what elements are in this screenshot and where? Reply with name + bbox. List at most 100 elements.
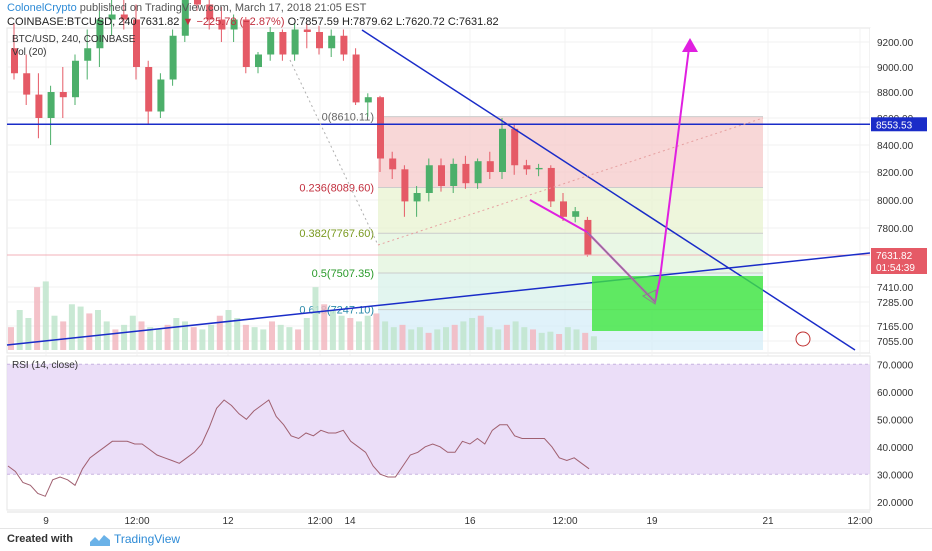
fib-label-1: 0.236(8089.60) [299, 182, 374, 194]
volume-bar-40 [356, 321, 362, 350]
tradingview-link[interactable]: TradingView [90, 532, 180, 546]
candle-body-35 [438, 165, 445, 186]
volume-bar-7 [68, 304, 75, 350]
candle-body-22 [279, 32, 287, 55]
volume-bar-32 [286, 327, 293, 350]
price-tick-8: 7410.00 [877, 283, 914, 294]
volume-bar-26 [234, 318, 241, 350]
volume-bar-63 [556, 334, 563, 350]
publish-text: published on TradingView.com, March 17, … [79, 2, 367, 14]
candle-body-44 [547, 167, 555, 202]
volume-bar-3 [34, 287, 41, 350]
candle-body-36 [450, 163, 458, 186]
candle-body-1 [23, 73, 31, 95]
fib-label-3: 0.5(7507.35) [312, 268, 374, 280]
volume-bar-45 [399, 324, 406, 350]
volume-bar-8 [77, 306, 84, 350]
volume-bar-39 [347, 318, 354, 350]
tradingview-brand: TradingView [114, 532, 181, 546]
price-axis-bg [870, 28, 932, 353]
price-tick-4: 8400.00 [877, 141, 914, 152]
candle-body-9 [120, 14, 128, 20]
candle-body-11 [145, 67, 153, 112]
candle-body-38 [474, 161, 482, 184]
candle-body-17 [218, 19, 226, 30]
time-tick-5: 16 [464, 516, 476, 527]
rsi-tick-0: 70.0000 [877, 360, 914, 371]
candle-body-16 [206, 4, 214, 20]
hline-badge [871, 117, 927, 132]
volume-bar-36 [321, 304, 328, 350]
author-link[interactable]: ColonelCrypto [7, 2, 77, 14]
volume-label[interactable]: Vol (20) [12, 47, 47, 58]
rsi-band [7, 364, 870, 475]
volume-bar-10 [95, 310, 101, 350]
candle-body-2 [35, 94, 43, 118]
time-tick-4: 14 [344, 516, 356, 527]
price-tick-1: 9000.00 [877, 63, 914, 74]
candle-body-24 [303, 29, 311, 32]
price-tick-9: 7285.00 [877, 298, 914, 309]
time-axis[interactable]: 9 12:00 12 12:00 14 16 12:00 19 21 12:00 [7, 511, 873, 527]
volume-bar-49 [434, 329, 441, 350]
time-tick-6: 12:00 [552, 516, 577, 527]
price-badge [871, 248, 927, 274]
gray-arrow-head-icon [641, 289, 657, 305]
price-axis[interactable]: 9200.009000.008800.008600.008400.008200.… [870, 28, 932, 353]
volume-bar-34 [303, 318, 310, 350]
fib-label-0: 0(8610.11) [322, 112, 374, 124]
candle-body-3 [47, 92, 55, 118]
volume-bar-46 [408, 329, 415, 350]
volume-bar-53 [469, 318, 476, 350]
rsi-tick-3: 40.0000 [877, 443, 914, 454]
rsi-pane: 70.0000 60.0000 50.0000 40.0000 30.0000 20.00… [6, 355, 914, 511]
volume-bar-1 [16, 310, 23, 350]
volume-bar-41 [364, 315, 371, 350]
time-tick-8: 21 [762, 516, 774, 527]
price-change: −225.78 (−2.87%) [196, 16, 285, 28]
price-tick-11: 7055.00 [877, 337, 914, 348]
time-ticks: 9 12:00 12 12:00 14 16 12:00 19 21 12:00 [43, 516, 873, 527]
countdown-badge-text: 01:54:39 [876, 263, 915, 274]
candle-body-43 [535, 167, 543, 170]
volume-bar-61 [538, 332, 545, 350]
candle-body-34 [425, 165, 433, 193]
candle-body-28 [352, 54, 360, 103]
candle-body-45 [560, 201, 567, 217]
time-tick-7: 19 [646, 516, 658, 527]
rsi-content [7, 363, 870, 497]
magenta-arrow-line [529, 199, 588, 233]
fib-zone-2 [378, 233, 763, 273]
candle-body-39 [486, 161, 494, 172]
volume-bar-13 [121, 324, 128, 350]
volume-bar-27 [242, 324, 249, 350]
candle-body-29 [364, 97, 372, 103]
candle-body-14 [181, 0, 189, 36]
price-tick-6: 8000.00 [877, 196, 914, 207]
price-tick-0: 9200.00 [877, 38, 914, 49]
projection-arrow-head-icon [682, 38, 698, 52]
candle-body-32 [401, 169, 409, 202]
main-pane-label[interactable]: BTC/USD, 240, COINBASE [12, 34, 136, 45]
candle-body-41 [511, 128, 519, 166]
volume-bar-67 [590, 336, 597, 350]
volume-bar-50 [443, 327, 449, 350]
volume-bar-24 [216, 315, 223, 350]
candle-body-5 [72, 60, 79, 98]
candle-body-23 [291, 29, 299, 55]
volume-bar-57 [503, 324, 510, 350]
volume-bar-52 [460, 321, 467, 350]
publish-info: ColonelCrypto published on TradingView.c… [7, 2, 366, 14]
volume-bar-48 [425, 332, 432, 350]
hline-badge-text: 8553.53 [876, 120, 913, 131]
symbol-label: COINBASE:BTCUSD, 240 [7, 16, 137, 28]
volume-bar-2 [25, 318, 32, 350]
price-tick-2: 8800.00 [877, 88, 914, 99]
time-tick-2: 12 [222, 516, 234, 527]
footer: Created with TradingView [0, 528, 932, 551]
rsi-label[interactable]: RSI (14, close) [12, 360, 79, 371]
volume-bar-51 [451, 324, 458, 350]
drawings [6, 29, 871, 351]
volume-bar-33 [295, 329, 302, 350]
